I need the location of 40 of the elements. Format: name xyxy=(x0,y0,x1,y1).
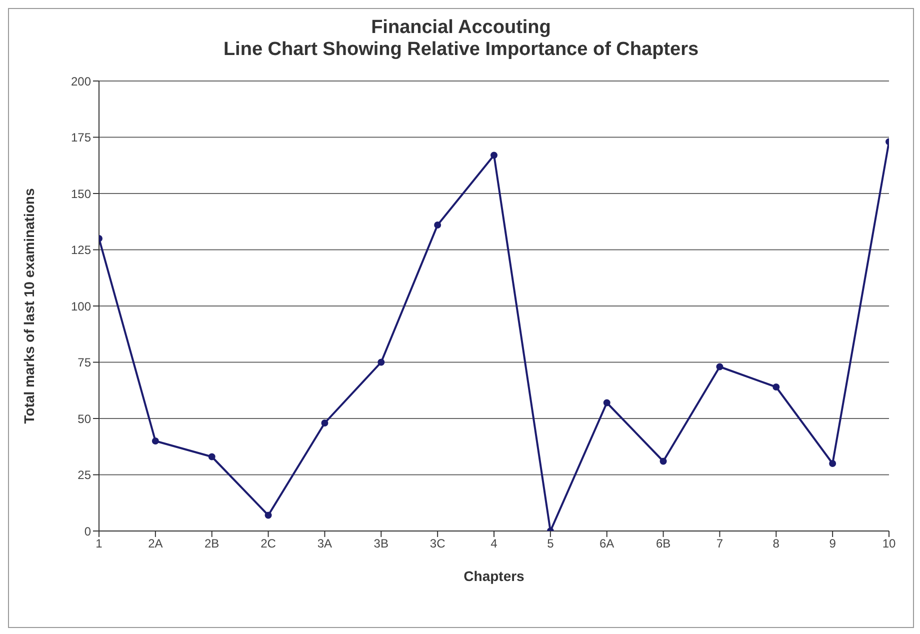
y-tick-label: 150 xyxy=(70,186,92,201)
y-tick-label: 100 xyxy=(70,299,92,314)
x-tick-label: 2A xyxy=(148,536,163,551)
chart-subtitle: Line Chart Showing Relative Importance of Chapters xyxy=(222,39,700,61)
y-tick-label: 25 xyxy=(78,468,92,482)
point xyxy=(829,460,836,467)
point xyxy=(603,399,610,406)
x-tick-label: 10 xyxy=(882,536,896,551)
y-tick-label: 125 xyxy=(70,243,92,258)
x-tick-label: 3B xyxy=(374,536,388,551)
y-tick-label: 0 xyxy=(84,524,92,538)
x-tick-label: 8 xyxy=(772,536,780,551)
point xyxy=(490,152,498,159)
y-tick-label: 200 xyxy=(70,74,92,88)
chart-title: Financial Accouting xyxy=(370,17,552,39)
x-tick-label: 6A xyxy=(600,536,614,551)
x-tick-label: 4 xyxy=(490,536,498,551)
y-tick-label: 175 xyxy=(70,130,92,145)
point xyxy=(716,363,724,370)
x-tick-label: 5 xyxy=(547,536,554,551)
x-tick-label: 2B xyxy=(204,536,220,551)
x-tick-label: 3C xyxy=(430,536,446,551)
x-axis-title: Chapters xyxy=(464,568,525,584)
point xyxy=(378,358,385,366)
x-tick-label: 3A xyxy=(317,536,332,551)
x-tick-label: 9 xyxy=(829,536,836,551)
x-tick-label: 2C xyxy=(260,536,276,551)
point xyxy=(772,384,780,390)
point xyxy=(660,458,667,465)
y-axis-title: Total marks of last 10 examinations xyxy=(20,188,37,424)
y-tick-label: 50 xyxy=(78,412,92,426)
x-tick-label: 1 xyxy=(96,536,103,551)
point xyxy=(208,453,216,460)
x-tick-label: 7 xyxy=(716,536,724,551)
point xyxy=(321,420,328,426)
y-tick-label: 75 xyxy=(78,356,92,370)
x-tick-label: 6B xyxy=(656,536,671,551)
point xyxy=(264,512,272,519)
point xyxy=(152,438,159,444)
point xyxy=(434,222,442,228)
